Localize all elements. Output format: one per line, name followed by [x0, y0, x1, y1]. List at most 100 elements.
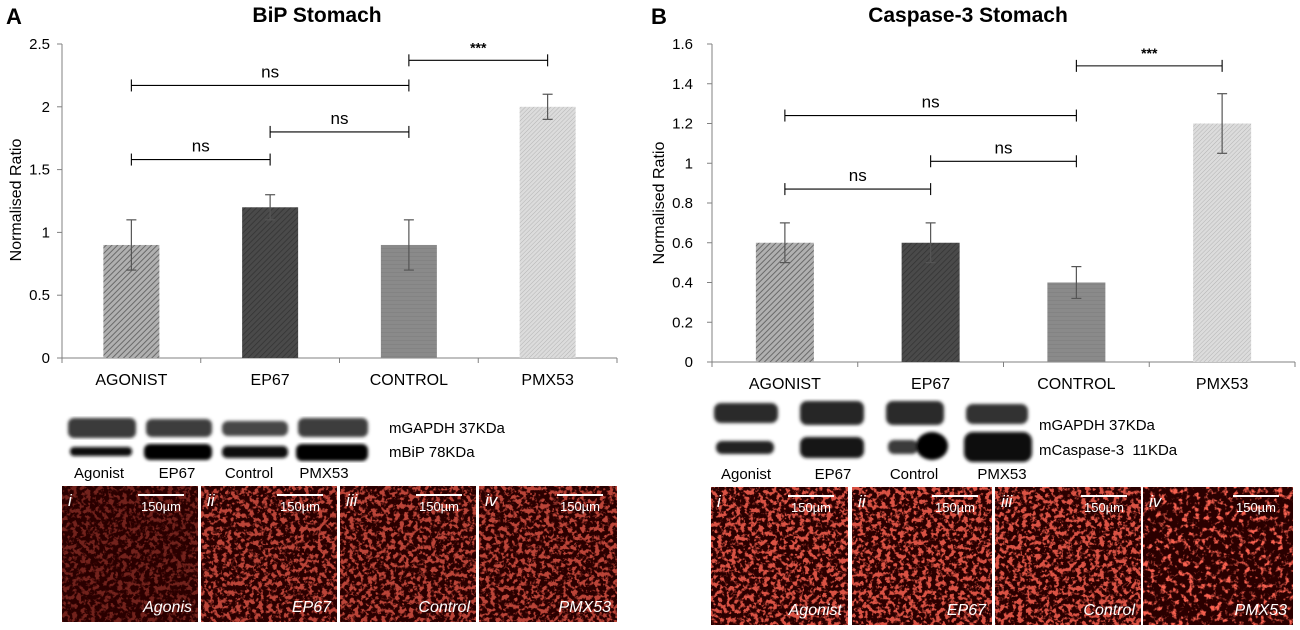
panel-a-micrograph-label: PMX53 [559, 599, 612, 616]
panel-a-western-blot: mGAPDH 37KDa mBiP 78KDa Agonist EP67 Con… [68, 418, 506, 482]
panel-a-blot-lane-pmx53: PMX53 [299, 465, 348, 482]
panel-b-x-tick-label: CONTROL [1037, 376, 1115, 393]
panel-a-y-tick-label: 0 [42, 350, 50, 367]
panel-b-micrograph-label: Agonist [788, 602, 843, 619]
panel-a-significance-bracket [269, 125, 410, 138]
panel-a-micrograph-iv: iv PMX53 150µm [479, 486, 617, 622]
panel-b-western-blot: mGAPDH 37KDa mCaspase-3 11KDa Agonist EP… [714, 401, 1178, 483]
panel-b-blot-caspase-bands [716, 432, 1032, 462]
panel-b-error-bar-pmx53 [1217, 93, 1228, 154]
panel-a-error-bar-pmx53 [542, 93, 553, 120]
panel-a-micrograph-ii: ii EP67 150µm [201, 486, 337, 622]
panel-b-micrograph-iv: iv PMX53 150µm [1143, 487, 1293, 625]
panel-b-error-bar-ep67 [925, 222, 936, 264]
panel-a-bar-pmx53 [519, 106, 576, 358]
panel-a-micrograph-i: i Agonis 150µm [62, 486, 198, 622]
panel-a-micrograph-numeral: i [68, 491, 73, 510]
panel-b-significance-label: ns [995, 138, 1013, 157]
panel-b-y-tick-label: 0 [685, 354, 693, 371]
panel-a-significance-label: ns [192, 137, 210, 156]
panel-a-letter: A [6, 4, 22, 29]
panel-b-y-tick-label: 0.6 [672, 235, 693, 252]
panel-b-micrograph-numeral: ii [858, 492, 867, 511]
panel-b-bar-chart: 0 0.2 0.4 0.6 0.8 1 1.2 1.4 1.6 AGONIST EP67 CONTRO… [672, 36, 1296, 393]
panel-b-bar-pmx53 [1193, 123, 1252, 362]
panel-a-scale-bar-label: 150µm [560, 499, 600, 514]
panel-b-blot-lane-agonist: Agonist [721, 466, 772, 483]
panel-b-blot-band-label-caspase: mCaspase-3 11KDa [1039, 442, 1178, 459]
panel-b-y-tick-label: 0.4 [672, 275, 693, 292]
panel-a-bar-chart: 0 0.5 1 1.5 2 2.5 AGONIST EP67 CONTROL PMX53 ns ns n… [29, 36, 618, 389]
panel-b-significance-label: ns [849, 166, 867, 185]
panel-b-x-tick-label: PMX53 [1196, 376, 1249, 393]
panel-b-y-tick-label: 1 [685, 155, 693, 172]
panel-b-micrograph-label: Control [1083, 602, 1135, 619]
panel-a-y-tick-label: 0.5 [29, 287, 50, 304]
panel-a-significance-label: ns [261, 62, 279, 81]
panel-a-blot-lane-control: Control [225, 465, 273, 482]
panel-a-significance-label: *** [470, 39, 487, 55]
panel-a-x-tick-label: PMX53 [521, 372, 574, 389]
panel-a-micrograph-numeral: iv [485, 491, 499, 510]
panel-b-significance-bracket [930, 155, 1077, 168]
panel-b-micrograph-numeral: i [717, 492, 722, 511]
panel-a-micrograph-numeral: ii [207, 491, 216, 510]
panel-a-x-tick-label: CONTROL [370, 372, 448, 389]
panel-b-blot-lane-pmx53: PMX53 [977, 466, 1026, 483]
panel-b-scale-bar-label: 150µm [1084, 500, 1124, 515]
panel-a-error-bar-agonist [126, 219, 137, 271]
panel-b-y-tick-label: 0.8 [672, 195, 693, 212]
panel-a-y-tick-label: 1 [42, 224, 50, 241]
panel-b-significance-bracket [784, 109, 1077, 122]
panel-b-significance-bracket [784, 183, 932, 196]
panel-a-significance-bracket [130, 153, 271, 166]
panel-a-scale-bar-label: 150µm [419, 499, 459, 514]
panel-b-blot-gapdh-bands [714, 401, 1028, 425]
panel-a-scale-bar-label: 150µm [280, 499, 320, 514]
panel-b-micrograph-ii: ii EP67 150µm [852, 487, 992, 625]
panel-a-micrograph-iii: iii Control 150µm [340, 486, 476, 622]
panel-b-scale-bar-label: 150µm [1236, 500, 1276, 515]
panel-b-blot-lane-ep67: EP67 [815, 466, 852, 483]
panel-a-y-tick-label: 2.5 [29, 36, 50, 53]
panel-a-blot-band-label-gapdh: mGAPDH 37KDa [389, 420, 506, 437]
panel-a-x-tick-label: AGONIST [95, 372, 167, 389]
panel-b-micrograph-numeral: iv [1149, 492, 1163, 511]
panel-a-y-tick-label: 1.5 [29, 162, 50, 179]
panel-a-micrograph-label: Control [418, 599, 470, 616]
panel-b-error-bar-control [1071, 266, 1082, 299]
panel-a-significance-bracket [408, 54, 549, 67]
panel-a-blot-lane-ep67: EP67 [159, 465, 196, 482]
panel-b-title: Caspase-3 Stomach [868, 4, 1068, 27]
panel-b-y-tick-label: 1.4 [672, 76, 693, 93]
panel-a-blot-gapdh-bands [68, 418, 368, 438]
panel-b-significance-label: *** [1141, 45, 1158, 61]
panel-b-significance-label: ns [922, 93, 940, 112]
panel-a-significance-bracket [130, 79, 410, 92]
panel-a-title: BiP Stomach [252, 4, 381, 27]
panel-b-micrograph-numeral: iii [1001, 492, 1014, 511]
panel-b-ylabel: Normalised Ratio [651, 142, 668, 265]
panel-a-significance-label: ns [331, 109, 349, 128]
panel-b-y-tick-label: 1.6 [672, 36, 693, 53]
panel-a-micrograph-label: Agonis [142, 599, 192, 616]
panel-b-y-tick-label: 0.2 [672, 314, 693, 331]
panel-a-y-tick-label: 2 [42, 99, 50, 116]
panel-b-x-tick-label: EP67 [911, 376, 950, 393]
panel-a-x-tick-label: EP67 [251, 372, 290, 389]
panel-b-letter: B [651, 4, 667, 29]
panel-b-blot-lane-control: Control [890, 466, 938, 483]
panel-a-blot-bip-bands [70, 444, 368, 461]
panel-b-x-tick-label: AGONIST [749, 376, 821, 393]
panel-a-ylabel: Normalised Ratio [8, 139, 25, 262]
panel-a-blot-lane-agonist: Agonist [74, 465, 125, 482]
panel-b-y-tick-label: 1.2 [672, 116, 693, 133]
panel-b-blot-band-label-gapdh: mGAPDH 37KDa [1039, 417, 1156, 434]
panel-a-error-bar-control [403, 219, 414, 271]
panel-a-error-bar-ep67 [265, 194, 276, 221]
panel-b-significance-bracket [1075, 59, 1223, 72]
panel-b-micrograph-label: PMX53 [1235, 602, 1288, 619]
